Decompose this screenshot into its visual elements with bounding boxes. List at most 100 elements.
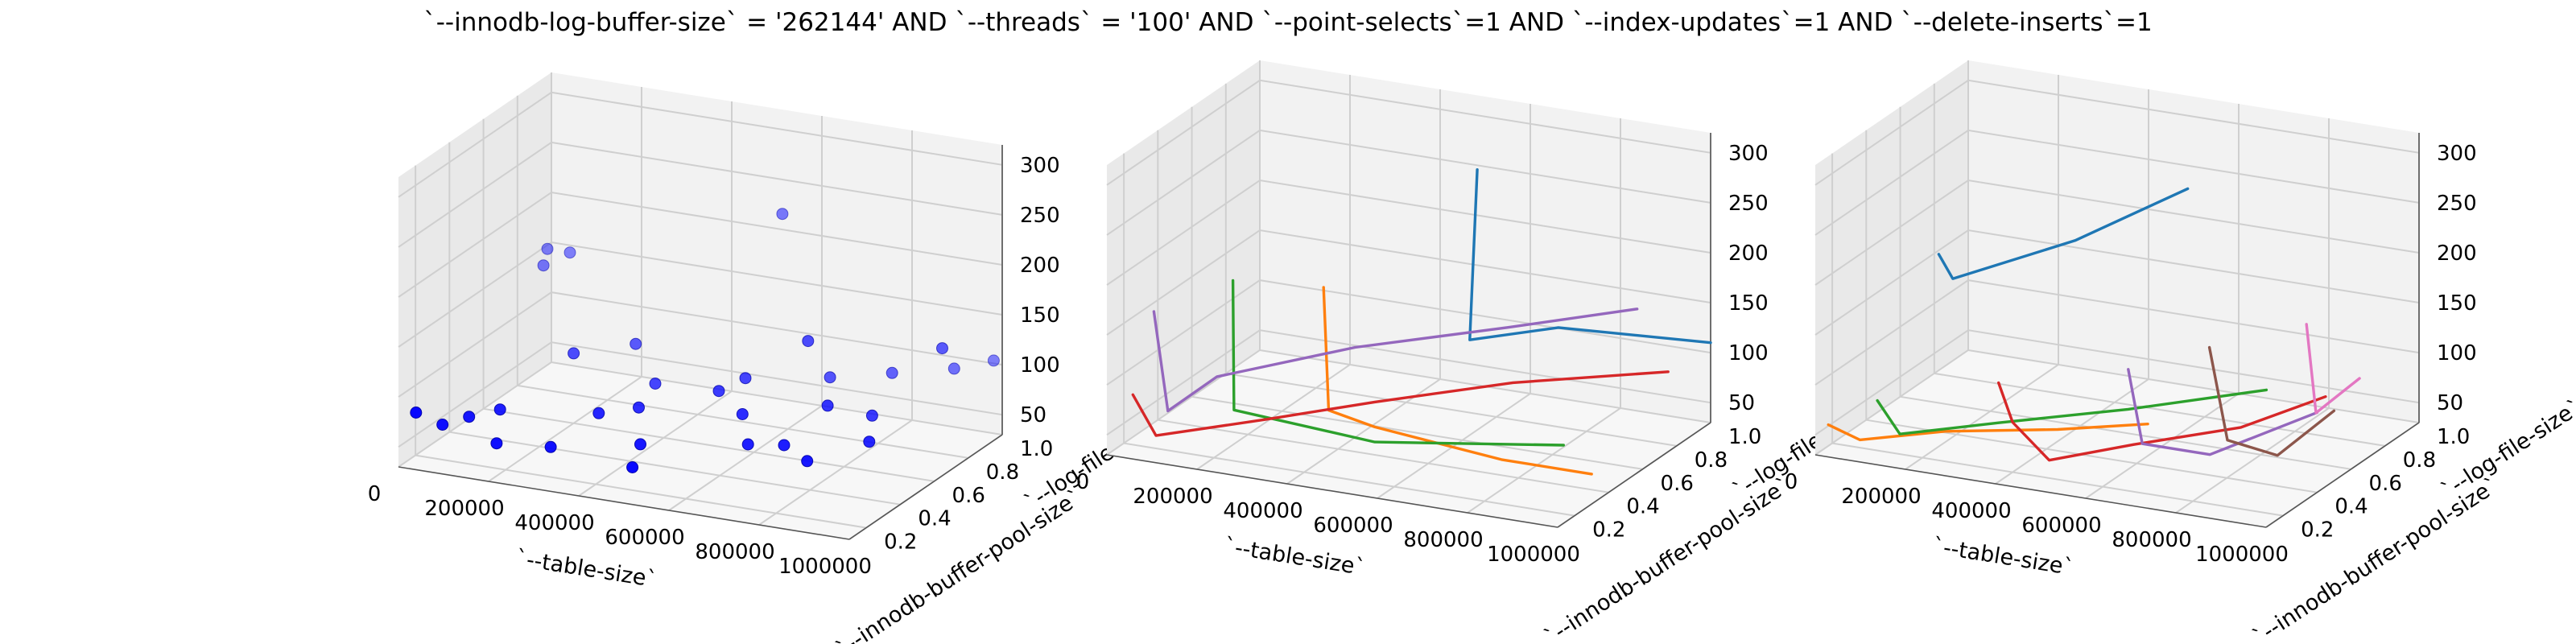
scatter-point bbox=[649, 378, 662, 390]
scatter-point bbox=[626, 461, 639, 473]
series-line-2 bbox=[1322, 286, 1593, 476]
series-line-4 bbox=[1131, 370, 1670, 437]
y-gridline bbox=[1259, 60, 1711, 423]
scatter-point bbox=[886, 366, 898, 379]
z-gridline bbox=[1106, 79, 1711, 186]
floor-pane bbox=[398, 362, 1002, 539]
scatter-point bbox=[865, 409, 878, 422]
y-gridline bbox=[516, 95, 968, 459]
z-tick-label: 100 bbox=[2437, 341, 2477, 365]
y-tick-label: 0.8 bbox=[1695, 448, 1728, 473]
x-tick-label: 400000 bbox=[514, 511, 594, 535]
x-tick-label: 600000 bbox=[605, 526, 684, 550]
y-gridline bbox=[1967, 60, 2420, 423]
series-line-5 bbox=[2127, 368, 2319, 456]
scatter-point bbox=[947, 362, 960, 375]
scatter-point bbox=[802, 335, 815, 348]
x-axis-line bbox=[398, 466, 850, 540]
z-tick-label: 50 bbox=[2437, 391, 2463, 415]
scatter-point bbox=[739, 372, 752, 385]
scatter-point bbox=[778, 439, 791, 452]
z-gridline bbox=[398, 191, 1003, 298]
scatter-point bbox=[490, 437, 503, 450]
x-tick-label: 1000000 bbox=[2195, 543, 2289, 567]
x-tick-label: 0 bbox=[1076, 470, 1090, 494]
x-tick-label: 0 bbox=[368, 482, 382, 506]
scatter-point bbox=[821, 399, 834, 412]
z-tick-label: 250 bbox=[1020, 204, 1060, 228]
y-tick-label: 0.6 bbox=[2369, 472, 2402, 496]
z-gridline bbox=[398, 141, 1003, 248]
scatter-point bbox=[436, 419, 449, 431]
z-tick-label: 200 bbox=[1020, 254, 1060, 278]
z-gridline bbox=[398, 91, 1003, 198]
x-tick-label: 600000 bbox=[2021, 514, 2101, 538]
y-tick-label: 0.8 bbox=[986, 460, 1019, 485]
scatter-point bbox=[568, 347, 580, 360]
z-gridline bbox=[1106, 129, 1711, 236]
scatter-point bbox=[541, 242, 554, 255]
y-gridline bbox=[415, 165, 867, 529]
y-tick-label: 1.0 bbox=[2437, 425, 2470, 449]
x-tick-label: 400000 bbox=[1223, 499, 1302, 523]
z-tick-label: 150 bbox=[2437, 291, 2477, 316]
y-tick-label: 0.2 bbox=[1592, 518, 1625, 543]
x-tick-label: 0 bbox=[1785, 470, 1798, 494]
z-tick-label: 150 bbox=[1020, 303, 1060, 328]
z-tick-label: 200 bbox=[1728, 242, 1769, 266]
x-axis-line bbox=[1106, 454, 1558, 528]
y-gridline bbox=[1831, 153, 2284, 517]
scatter-point bbox=[741, 438, 754, 451]
floor-pane bbox=[1107, 350, 1711, 527]
z-gridline bbox=[1814, 229, 2420, 336]
scatter-point bbox=[544, 440, 557, 453]
x-tick-label: 600000 bbox=[1313, 514, 1393, 538]
scatter-point bbox=[824, 371, 836, 384]
z-gridline bbox=[398, 241, 1003, 348]
scatter-point bbox=[736, 408, 749, 420]
z-gridline bbox=[1814, 79, 2420, 186]
scatter-point bbox=[463, 411, 476, 423]
z-tick-label: 100 bbox=[1728, 341, 1769, 365]
x-tick-label: 800000 bbox=[695, 540, 774, 564]
series-line-1 bbox=[1937, 187, 2190, 280]
z-gridline bbox=[398, 291, 1003, 398]
series-line-6 bbox=[2207, 345, 2336, 457]
series-line-3 bbox=[1231, 279, 1566, 447]
scatter-point bbox=[564, 246, 576, 259]
x-axis-label: `--table-size` bbox=[514, 546, 659, 592]
y-tick-label: 0.2 bbox=[884, 530, 917, 555]
scatter-point bbox=[630, 337, 642, 350]
y-tick-label: 0.2 bbox=[2301, 518, 2334, 543]
y-tick-label: 0.4 bbox=[1626, 495, 1659, 519]
z-gridline bbox=[1814, 329, 2420, 436]
z-tick-label: 300 bbox=[1728, 142, 1769, 166]
back-pane bbox=[551, 72, 1002, 435]
scatter-point bbox=[712, 385, 725, 398]
y-tick-label: 0.6 bbox=[952, 484, 985, 508]
y-gridline bbox=[1933, 83, 2385, 447]
y-axis-line bbox=[2265, 422, 2420, 528]
y-axis-line bbox=[1557, 422, 1711, 528]
scatter-point bbox=[863, 436, 876, 448]
z-tick-label: 100 bbox=[1020, 353, 1060, 378]
y-axis-line bbox=[848, 434, 1003, 540]
z-gridline bbox=[1814, 179, 2420, 286]
series-line-3 bbox=[1876, 388, 2268, 436]
z-tick-label: 250 bbox=[1728, 192, 1769, 216]
y-gridline bbox=[1157, 130, 1609, 493]
y-tick-label: 0.4 bbox=[2334, 495, 2368, 519]
figure-title: `--innodb-log-buffer-size` = '262144' AN… bbox=[423, 8, 2153, 37]
scatter-point bbox=[634, 438, 646, 451]
x-axis-label: `--table-size` bbox=[1223, 534, 1368, 580]
z-tick-label: 50 bbox=[1728, 391, 1755, 415]
x-tick-label: 200000 bbox=[424, 497, 504, 521]
scatter-point bbox=[493, 403, 506, 416]
y-tick-label: 0.8 bbox=[2403, 448, 2436, 473]
series-line-5 bbox=[1152, 308, 1639, 413]
z-gridline bbox=[398, 341, 1003, 448]
z-gridline bbox=[1106, 179, 1711, 286]
z-tick-label: 50 bbox=[1020, 403, 1046, 427]
scatter-point bbox=[633, 401, 645, 414]
